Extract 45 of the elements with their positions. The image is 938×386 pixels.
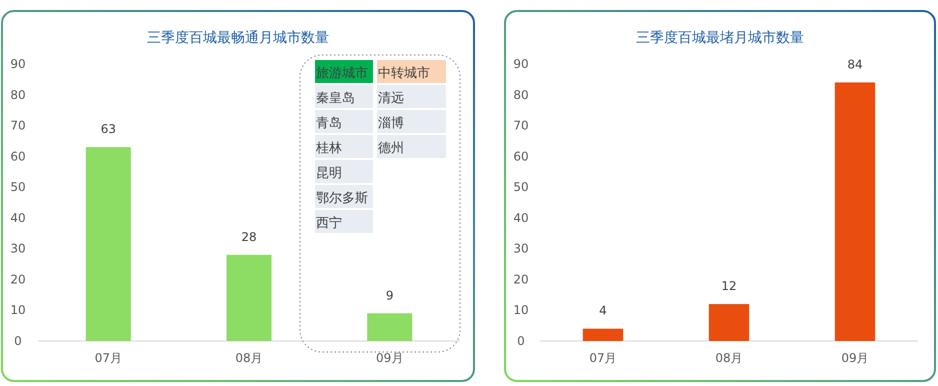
y-tick-label: 30	[513, 242, 529, 256]
y-tick-label: 10	[513, 303, 529, 318]
annotation: 西宁	[316, 215, 342, 231]
annotation: 清远	[378, 91, 404, 106]
x-tick-label: 07月	[94, 351, 122, 365]
annotation: 青岛	[316, 116, 342, 131]
annotation: 德州	[378, 141, 404, 156]
y-tick-label: 40	[10, 210, 26, 225]
annotation: 昆明	[316, 166, 342, 181]
y-tick-label: 30	[10, 242, 26, 256]
y-tick-label: 20	[513, 272, 529, 286]
y-tick-label: 20	[10, 272, 26, 286]
y-tick-label: 80	[10, 88, 26, 102]
data-label: 9	[386, 288, 394, 302]
annotation: 秦皇岛	[316, 91, 355, 106]
y-tick-label: 90	[513, 57, 529, 71]
x-tick-label: 07月	[589, 351, 617, 365]
annotation: 淄博	[378, 116, 404, 131]
data-label: 63	[100, 122, 116, 136]
data-label: 84	[847, 57, 863, 72]
x-tick-label: 08月	[715, 351, 743, 365]
y-tick-label: 10	[10, 303, 26, 318]
annotation: 桂林	[315, 141, 342, 156]
y-tick-label: 80	[513, 88, 529, 102]
y-tick-label: 70	[10, 118, 26, 133]
y-tick-label: 50	[513, 180, 529, 194]
y-tick-label: 0	[517, 334, 525, 348]
y-tick-label: 0	[14, 334, 22, 348]
y-tick-label: 70	[513, 118, 529, 133]
chart-title: 三季度百城最畅通月城市数量	[147, 30, 329, 46]
x-tick-label: 09月	[841, 351, 869, 365]
annotation: 旅游城市	[316, 66, 368, 81]
data-label: 12	[721, 279, 737, 294]
data-label: 4	[599, 304, 607, 318]
y-tick-label: 90	[10, 57, 26, 71]
data-label: 28	[241, 230, 257, 244]
y-tick-label: 40	[513, 210, 529, 225]
annotation: 中转城市	[378, 66, 430, 81]
x-tick-label: 09月	[376, 351, 404, 365]
x-tick-label: 08月	[235, 351, 263, 365]
annotation: 鄂尔多斯	[316, 191, 368, 206]
y-tick-label: 50	[10, 180, 26, 194]
chart-title: 三季度百城最堵月城市数量	[636, 30, 804, 46]
y-tick-label: 60	[10, 149, 26, 164]
y-tick-label: 60	[513, 149, 529, 164]
